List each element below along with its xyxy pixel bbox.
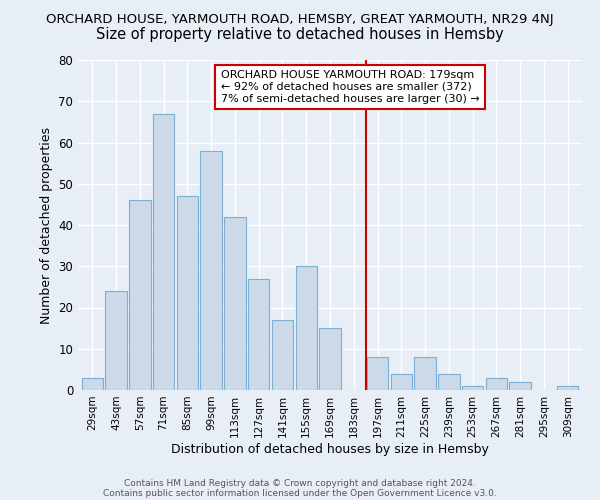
Bar [438,374,460,390]
Bar [319,328,341,390]
Y-axis label: Number of detached properties: Number of detached properties [40,126,53,324]
Bar [153,114,174,390]
Text: Contains HM Land Registry data © Crown copyright and database right 2024.: Contains HM Land Registry data © Crown c… [124,478,476,488]
Bar [415,357,436,390]
Bar [557,386,578,390]
Text: Contains public sector information licensed under the Open Government Licence v3: Contains public sector information licen… [103,488,497,498]
Bar [272,320,293,390]
Bar [224,217,245,390]
Bar [296,266,317,390]
Text: Size of property relative to detached houses in Hemsby: Size of property relative to detached ho… [96,28,504,42]
Bar [82,378,103,390]
Bar [509,382,531,390]
Bar [176,196,198,390]
Text: ORCHARD HOUSE YARMOUTH ROAD: 179sqm
← 92% of detached houses are smaller (372)
7: ORCHARD HOUSE YARMOUTH ROAD: 179sqm ← 92… [221,70,479,104]
Text: ORCHARD HOUSE, YARMOUTH ROAD, HEMSBY, GREAT YARMOUTH, NR29 4NJ: ORCHARD HOUSE, YARMOUTH ROAD, HEMSBY, GR… [46,12,554,26]
Bar [129,200,151,390]
Bar [486,378,507,390]
Bar [367,357,388,390]
Bar [106,291,127,390]
Bar [200,151,222,390]
Bar [391,374,412,390]
Bar [462,386,484,390]
Bar [248,278,269,390]
X-axis label: Distribution of detached houses by size in Hemsby: Distribution of detached houses by size … [171,442,489,456]
